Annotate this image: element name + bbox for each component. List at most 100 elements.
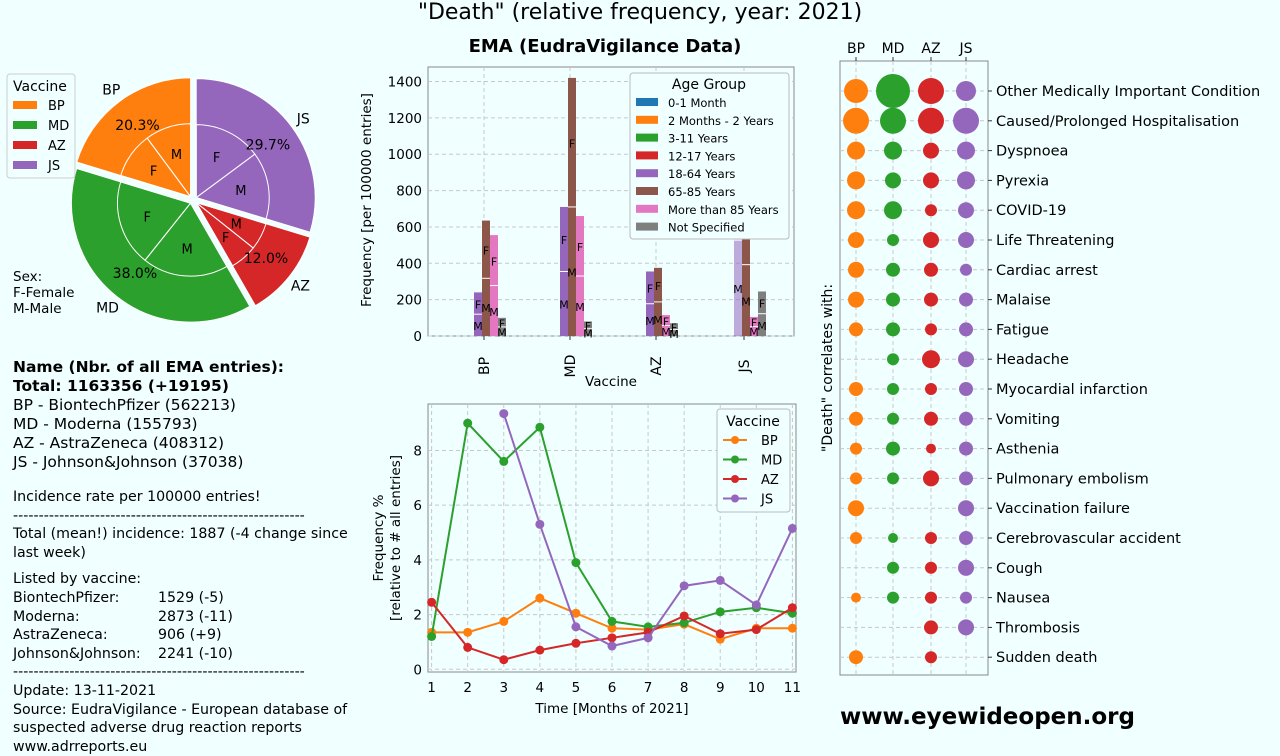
- bubble-JS: [959, 411, 973, 426]
- bar-sex-label: F: [561, 234, 567, 247]
- bar-legend-label: 12-17 Years: [668, 149, 735, 163]
- bar-ytick-label: 1400: [388, 75, 422, 91]
- bar-sex-label: M: [653, 314, 663, 327]
- line-point-AZ: [427, 597, 437, 607]
- bar-sex-label: M: [757, 320, 767, 333]
- bubble-BP: [851, 592, 861, 603]
- bubble-row-label: Dyspnoea: [996, 144, 1068, 160]
- bubble-row-label: Vomiting: [996, 412, 1060, 428]
- line-xtick-label: 5: [572, 680, 581, 696]
- bar-sex-label: M: [661, 326, 671, 339]
- pie-sex-label: F: [222, 231, 229, 246]
- bubble-JS: [959, 382, 973, 396]
- bar-legend-swatch: [636, 187, 658, 195]
- pie-legend-label: AZ: [48, 139, 66, 154]
- bubble-JS: [957, 171, 975, 190]
- line-point-JS: [535, 519, 545, 529]
- bubble-column-label: MD: [882, 41, 905, 57]
- bubble-BP: [847, 141, 865, 160]
- bubble-BP: [849, 382, 863, 396]
- bubble-JS: [959, 292, 973, 307]
- bar-sex-label: F: [585, 320, 591, 333]
- bubble-BP: [850, 442, 862, 455]
- rate-row: BiontechPfizer: 1529 (-5): [13, 589, 353, 608]
- bubble-JS: [958, 559, 974, 576]
- rate-label: Moderna:: [13, 608, 80, 625]
- bubble-AZ: [925, 651, 937, 664]
- bubble-JS: [958, 500, 974, 517]
- line-legend-title: Vaccine: [726, 414, 780, 430]
- bar-ytick-label: 0: [413, 329, 422, 345]
- line-ytick-label: 8: [413, 443, 422, 459]
- bubble-JS: [958, 202, 974, 219]
- bubble-MD: [886, 262, 900, 277]
- bubble-AZ: [926, 443, 936, 454]
- line-legend-marker: [731, 494, 739, 503]
- pie-inner-segment: [195, 124, 256, 199]
- source-text: Source: EudraVigilance - European databa…: [13, 701, 348, 737]
- bar-sex-label: F: [475, 298, 481, 311]
- info-total: Total: 1163356 (+19195): [13, 377, 229, 395]
- line-xtick-label: 7: [644, 680, 653, 696]
- pie-legend-swatch: [13, 141, 37, 149]
- line-point-JS: [571, 622, 581, 632]
- line-xtick-label: 3: [499, 680, 508, 696]
- bubble-BP: [844, 79, 868, 103]
- bar-chart-title: EMA (EudraVigilance Data): [469, 36, 742, 57]
- pie-inner-segment: [195, 153, 270, 220]
- bubble-BP: [847, 201, 865, 220]
- bar-ytick-label: 200: [396, 293, 422, 309]
- line-xtick-label: 9: [716, 680, 725, 696]
- line-point-MD: [463, 418, 473, 428]
- bar-legend-swatch: [636, 98, 658, 106]
- line-legend-label: AZ: [761, 473, 779, 488]
- pie-pct-label: 20.3%: [115, 118, 159, 134]
- pie-sex-label: M: [171, 148, 182, 163]
- pie-legend-box: [6, 73, 76, 179]
- bubble-JS: [960, 591, 972, 604]
- bubble-MD: [887, 591, 899, 604]
- bar-ytick-label: 1200: [388, 111, 422, 127]
- line-point-AZ: [607, 633, 617, 643]
- bubble-BP: [848, 291, 864, 308]
- bar-sex-label: F: [759, 298, 765, 311]
- bubble-JS: [959, 471, 973, 486]
- pie-outer-label: JS: [296, 111, 310, 127]
- line-point-MD: [427, 631, 437, 641]
- bubble-MD: [886, 441, 900, 456]
- bubble-MD: [886, 322, 900, 337]
- info-vaccine-bp: BP - BiontechPfizer (562213): [13, 396, 236, 414]
- rate-value: 906 (+9): [158, 627, 222, 644]
- line-legend-marker: [731, 455, 739, 464]
- bar-legend-label: 3-11 Years: [668, 132, 728, 146]
- bubble-BP: [848, 500, 864, 517]
- pie-pct-label: 12.0%: [244, 251, 288, 267]
- bubble-MD: [887, 353, 899, 366]
- bar-sex-label: M: [645, 315, 655, 328]
- info-heading: Name (Nbr. of all EMA entries):: [13, 358, 284, 376]
- bubble-BP: [848, 261, 864, 278]
- line-point-JS: [787, 523, 797, 533]
- bar-legend-swatch: [636, 133, 658, 142]
- bar-xtick-label: JS: [737, 359, 753, 373]
- rate-row: AstraZeneca: 906 (+9): [13, 626, 353, 645]
- pie-slice-MD: [71, 167, 251, 323]
- pie-sex-label: F: [150, 165, 157, 180]
- bubble-AZ: [923, 470, 939, 487]
- bubble-column-label: BP: [847, 41, 865, 57]
- bar-sex-label: M: [669, 328, 679, 341]
- bubble-row-label: Cerebrovascular accident: [996, 531, 1181, 547]
- line-point-MD: [679, 618, 689, 628]
- bar-sex-label: M: [741, 295, 751, 308]
- line-point-JS: [715, 575, 725, 585]
- bar-sex-label: M: [559, 299, 569, 312]
- pie-slice-AZ: [195, 201, 311, 307]
- line-xtick-label: 10: [748, 680, 765, 696]
- line-point-AZ: [535, 645, 545, 655]
- bubble-AZ: [924, 620, 938, 635]
- bubble-BP: [848, 232, 864, 248]
- line-point-BP: [787, 623, 797, 633]
- line-point-AZ: [463, 642, 473, 652]
- bubble-MD: [888, 533, 898, 543]
- bubble-JS: [958, 619, 974, 636]
